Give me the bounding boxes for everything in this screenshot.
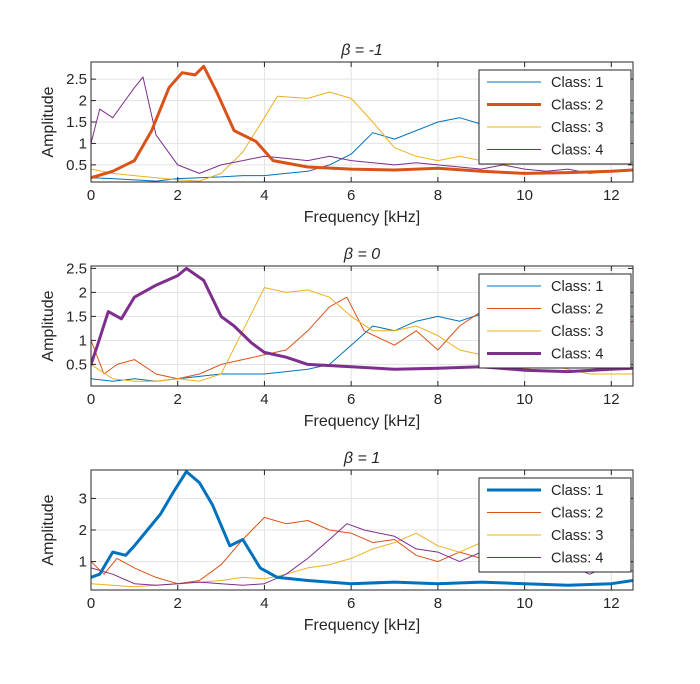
axes-box <box>90 265 634 387</box>
legend-label-class-1: Class: 1 <box>551 483 603 499</box>
series-line-class-1 <box>91 470 633 587</box>
x-tick-label: 0 <box>87 595 95 612</box>
y-tick-label: 1 <box>79 332 87 349</box>
x-tick-label: 0 <box>87 391 95 408</box>
series-line-class-2 <box>91 64 633 180</box>
y-tick-label: 1 <box>79 135 87 152</box>
y-tick-label: 2.5 <box>66 71 87 88</box>
x-tick-label: 6 <box>347 391 355 408</box>
x-tick-label: 6 <box>347 595 355 612</box>
y-axis-label: Amplitude <box>40 290 57 361</box>
y-tick-label: 2 <box>79 522 87 539</box>
y-tick-label: 0.5 <box>66 356 87 373</box>
x-tick-label: 12 <box>603 391 620 408</box>
x-axis-label: Frequency [kHz] <box>304 209 420 226</box>
legend-label-class-3: Class: 3 <box>551 528 603 544</box>
legend: Class: 1 Class: 2 Class: 3 Class: 4 <box>478 477 632 573</box>
x-tick-label: 8 <box>434 187 442 204</box>
y-axis-label: Amplitude <box>40 86 57 157</box>
y-tick-label: 3 <box>79 490 87 507</box>
y-tick-label: 2 <box>79 93 87 110</box>
x-tick-label: 4 <box>260 391 268 408</box>
chart-title: β = 1 <box>343 450 380 467</box>
x-tick-label: 4 <box>260 595 268 612</box>
y-tick-label: 1.5 <box>66 308 87 325</box>
chart-title: β = 0 <box>343 246 380 263</box>
series-line-class-4 <box>91 76 633 174</box>
legend-label-class-1: Class: 1 <box>551 279 603 295</box>
legend-label-class-4: Class: 4 <box>551 143 603 159</box>
legend-label-class-3: Class: 3 <box>551 324 603 340</box>
x-tick-label: 8 <box>434 391 442 408</box>
legend-label-class-3: Class: 3 <box>551 120 603 136</box>
x-tick-label: 10 <box>516 187 533 204</box>
subplot-1: 0 2 4 6 8 10 12 0.5 1 1.5 2 2.5 β = -1 Frequency [kHz… <box>40 42 634 226</box>
legend-label-class-2: Class: 2 <box>551 506 603 522</box>
x-axis-label: Frequency [kHz] <box>304 617 420 634</box>
x-tick-label: 2 <box>174 595 182 612</box>
y-axis-label: Amplitude <box>40 494 57 565</box>
x-tick-label: 12 <box>603 187 620 204</box>
legend-label-class-1: Class: 1 <box>551 75 603 91</box>
chart-title: β = -1 <box>340 42 383 59</box>
legend: Class: 1 Class: 2 Class: 3 Class: 4 <box>478 273 632 369</box>
legend-label-class-2: Class: 2 <box>551 302 603 318</box>
y-tick-label: 0.5 <box>66 157 87 174</box>
x-tick-label: 6 <box>347 187 355 204</box>
x-tick-label: 2 <box>174 187 182 204</box>
y-tick-label: 2 <box>79 284 87 301</box>
x-tick-label: 2 <box>174 391 182 408</box>
x-tick-label: 8 <box>434 595 442 612</box>
x-tick-label: 4 <box>260 187 268 204</box>
subplot-2: 0 2 4 6 8 10 12 0.5 1 1.5 2 2.5 β = 0 Frequency [kHz]… <box>40 246 634 430</box>
x-tick-label: 0 <box>87 187 95 204</box>
legend: Class: 1 Class: 2 Class: 3 Class: 4 <box>478 69 632 165</box>
x-tick-label: 12 <box>603 595 620 612</box>
legend-label-class-4: Class: 4 <box>551 551 603 567</box>
x-tick-label: 10 <box>516 595 533 612</box>
x-axis-label: Frequency [kHz] <box>304 413 420 430</box>
y-tick-label: 1 <box>79 554 87 571</box>
legend-box <box>478 69 632 165</box>
y-tick-label: 2.5 <box>66 260 87 277</box>
legend-label-class-2: Class: 2 <box>551 98 603 114</box>
y-tick-label: 1.5 <box>66 114 87 131</box>
legend-label-class-4: Class: 4 <box>551 347 603 363</box>
x-tick-label: 10 <box>516 391 533 408</box>
legend-box <box>478 477 632 573</box>
